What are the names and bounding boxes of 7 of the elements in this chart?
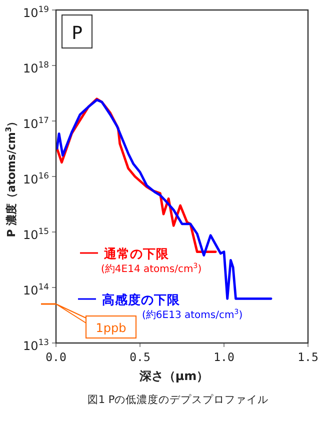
caption: 図1 Pの低濃度のデプスプロファイル bbox=[87, 394, 269, 406]
annotation: (約6E13 atoms/cm$^{3}$) bbox=[142, 308, 243, 321]
x-axis-title: 深さ（μm） bbox=[138, 369, 209, 383]
annotation: P bbox=[72, 23, 83, 44]
annotation: 1ppb bbox=[96, 321, 126, 335]
panel-label: P bbox=[62, 14, 92, 48]
annotation: (約4E14 atoms/cm$^{3}$) bbox=[101, 262, 202, 275]
